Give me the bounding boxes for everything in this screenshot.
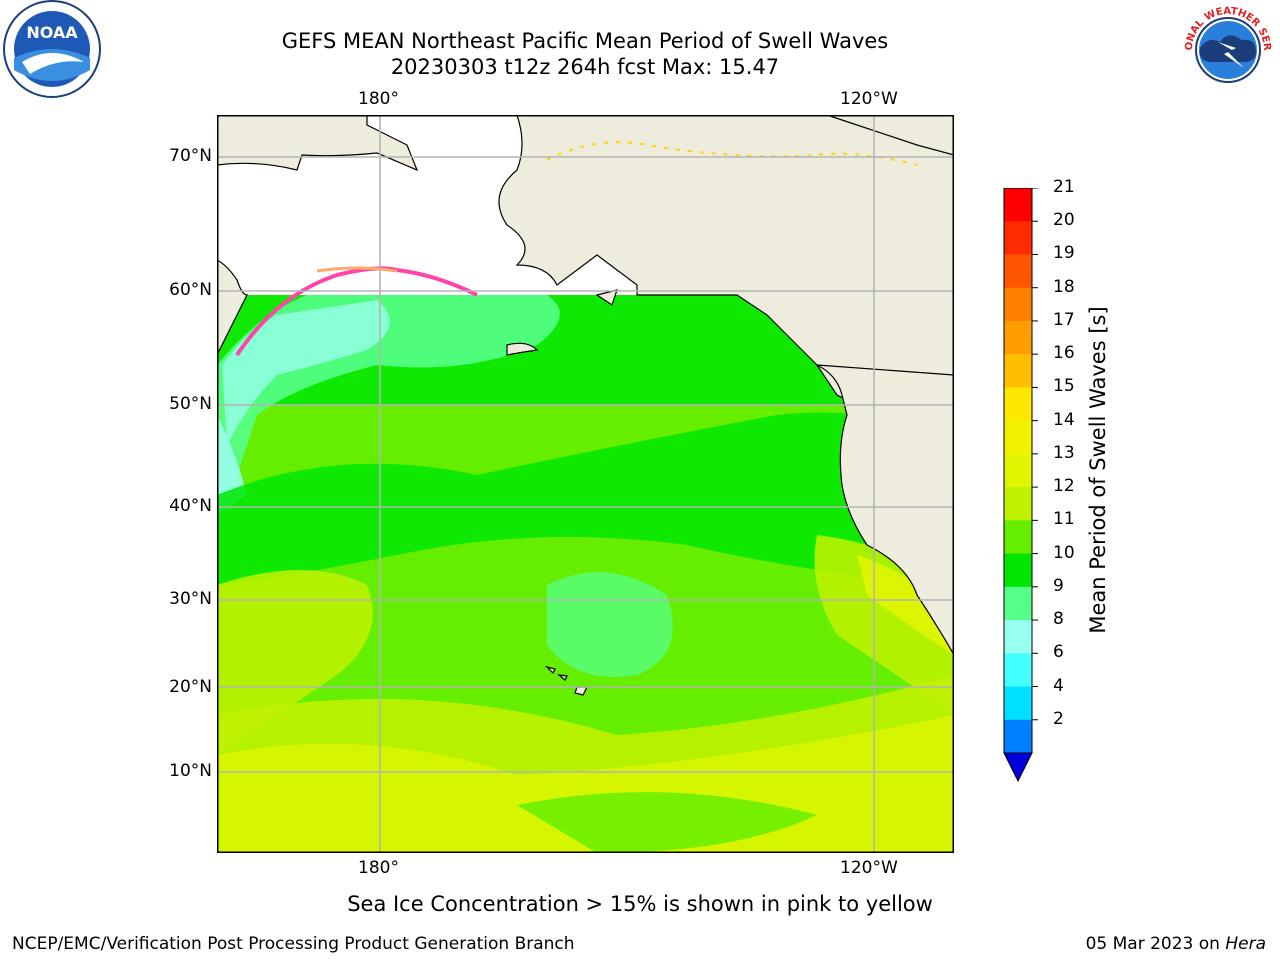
colorbar-swatch — [1004, 354, 1032, 388]
lon-label-bottom-180: 180° — [358, 858, 399, 878]
colorbar-swatch — [1004, 387, 1032, 422]
noaa-logo: NOAA — [3, 0, 101, 98]
colorbar — [1003, 188, 1038, 783]
map-border — [217, 115, 954, 853]
colorbar-tick-label: 2 — [1053, 708, 1064, 729]
colorbar-tick-label: 17 — [1053, 309, 1075, 330]
colorbar-tick-label: 21 — [1053, 177, 1075, 197]
swell-period-map — [217, 115, 954, 853]
sea-ice-note: Sea Ice Concentration > 15% is shown in … — [347, 892, 933, 916]
colorbar-title: Mean Period of Swell Waves [s] — [1086, 306, 1110, 634]
colorbar-swatch — [1004, 520, 1032, 555]
lat-label-40n: 40°N — [169, 496, 212, 516]
date-value: 05 Mar 2023 on — [1085, 934, 1220, 954]
lat-label-50n: 50°N — [169, 394, 212, 414]
colorbar-tick-label: 18 — [1053, 276, 1075, 297]
lon-label-top-180: 180° — [358, 89, 399, 109]
colorbar-swatch — [1004, 487, 1032, 521]
colorbar-swatch — [1004, 320, 1032, 355]
colorbar-tick-label: 10 — [1053, 542, 1075, 563]
lat-label-10n: 10°N — [169, 761, 212, 781]
colorbar-swatch — [1004, 188, 1032, 222]
colorbar-tick-label: 12 — [1053, 476, 1075, 497]
chart-title: GEFS MEAN Northeast Pacific Mean Period … — [281, 29, 889, 53]
colorbar-swatch — [1004, 453, 1032, 488]
lon-label-top-120w: 120°W — [840, 89, 898, 109]
colorbar-swatch — [1004, 586, 1032, 621]
colorbar-swatch — [1004, 719, 1032, 754]
lat-label-20n: 20°N — [169, 677, 212, 697]
colorbar-tick-label: 14 — [1053, 409, 1075, 430]
colorbar-swatch — [1004, 553, 1032, 588]
noaa-logo-text: NOAA — [26, 23, 78, 42]
chart-subtitle: 20230303 t12z 264h fcst Max: 15.47 — [390, 55, 780, 79]
colorbar-tick-label: 4 — [1053, 675, 1064, 696]
colorbar-tick-label: 16 — [1053, 343, 1075, 364]
lon-label-bottom-120w: 120°W — [840, 858, 898, 878]
colorbar-tick-label: 20 — [1053, 210, 1075, 231]
colorbar-swatch — [1004, 686, 1032, 721]
colorbar-tick-label: 13 — [1053, 442, 1075, 463]
colorbar-extend-arrow — [1003, 752, 1033, 783]
graticule — [217, 115, 954, 853]
colorbar-tick-label: 6 — [1053, 642, 1064, 663]
nws-logo: NATIONAL WEATHER SERVICE — [1178, 2, 1274, 96]
colorbar-swatch — [1004, 653, 1032, 688]
date-text: 05 Mar 2023 on Hera — [1086, 934, 1266, 954]
colorbar-swatch — [1004, 420, 1032, 455]
colorbar-tick-label: 8 — [1053, 609, 1064, 630]
land-masses — [217, 115, 954, 696]
colorbar-swatch — [1004, 620, 1032, 654]
colorbar-swatch — [1004, 287, 1032, 322]
credit-text: NCEP/EMC/Verification Post Processing Pr… — [12, 934, 575, 954]
colorbar-tick-label: 15 — [1053, 376, 1075, 397]
lat-label-70n: 70°N — [169, 146, 212, 166]
colorbar-tick-label: 19 — [1053, 243, 1075, 264]
colorbar-swatch — [1004, 254, 1032, 289]
colorbar-swatch — [1004, 221, 1032, 255]
host-name: Hera — [1225, 934, 1266, 954]
colorbar-tick-label: 11 — [1053, 509, 1075, 530]
sea-ice-edge — [235, 141, 918, 357]
lat-label-30n: 30°N — [169, 589, 212, 609]
colorbar-tick-label: 9 — [1053, 575, 1064, 596]
lat-label-60n: 60°N — [169, 280, 212, 300]
